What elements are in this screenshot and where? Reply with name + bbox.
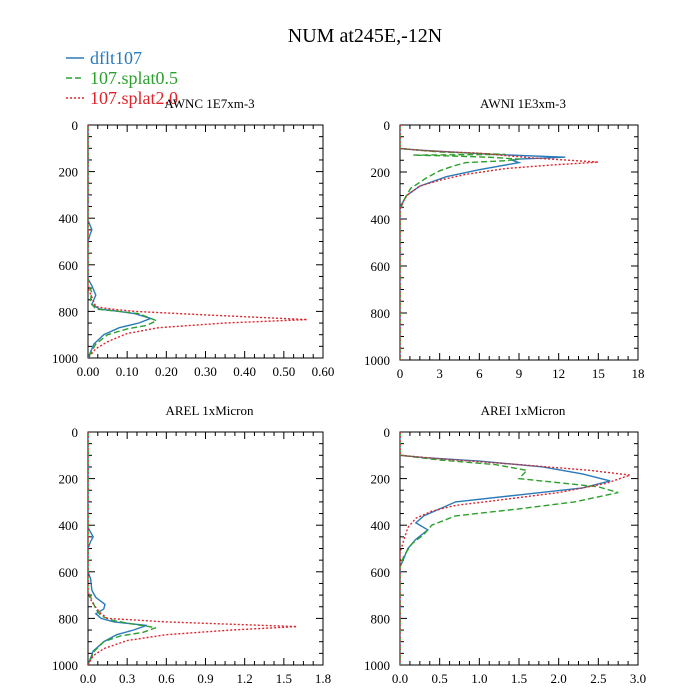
y-tick-label: 800 — [59, 304, 79, 319]
x-tick-label: 15 — [592, 366, 605, 381]
x-tick-label: 0.40 — [233, 364, 256, 379]
panel-frame — [87, 124, 324, 359]
x-tick-label: 1.8 — [315, 671, 331, 686]
x-tick-label: 2.0 — [551, 671, 567, 686]
x-tick-label: 0.50 — [272, 364, 295, 379]
x-tick-label: 1.5 — [276, 671, 292, 686]
y-tick-label: 400 — [371, 212, 391, 227]
y-tick-label: 400 — [371, 518, 391, 533]
panel-title: AWNI 1E3xm-3 — [480, 96, 566, 111]
x-tick-label: 0.6 — [158, 671, 175, 686]
panel-1: AWNI 1E3xm-3 0 3 6 9 12 15 18 0 200 400 600 800 1000 — [364, 96, 645, 381]
panel-frame — [399, 124, 639, 361]
y-tick-label: 0 — [384, 118, 391, 133]
y-tick-label: 600 — [371, 565, 391, 580]
figure-title: NUM at245E,-12N — [288, 25, 442, 47]
panel-3: AREI 1xMicron 0.0 0.5 1.0 1.5 2.0 2.5 3.0 0 200 40… — [364, 403, 646, 686]
series-line-1 — [400, 125, 520, 360]
series-line-1 — [400, 432, 619, 665]
series-line-0 — [400, 125, 566, 360]
y-tick-label: 800 — [371, 611, 391, 626]
series-line-2 — [400, 125, 599, 360]
y-tick-label: 200 — [371, 472, 391, 487]
series-line-2 — [88, 125, 308, 358]
x-tick-label: 3.0 — [630, 671, 646, 686]
y-tick-label: 400 — [59, 211, 79, 226]
y-tick-label: 600 — [371, 259, 391, 274]
x-tick-label: 0.0 — [80, 671, 96, 686]
y-tick-label: 1000 — [52, 351, 78, 366]
x-tick-label: 1.5 — [511, 671, 527, 686]
y-tick-label: 400 — [59, 518, 79, 533]
y-tick-label: 800 — [371, 306, 391, 321]
y-tick-label: 0 — [72, 118, 79, 133]
x-tick-label: 0.10 — [116, 364, 139, 379]
x-tick-label: 0 — [397, 366, 404, 381]
series-line-2 — [88, 432, 297, 665]
series-line-1 — [88, 125, 159, 358]
x-tick-label: 0.20 — [155, 364, 178, 379]
panel-title: AREL 1xMicron — [166, 403, 254, 418]
x-tick-label: 0.30 — [194, 364, 217, 379]
x-tick-label: 0.0 — [392, 671, 408, 686]
panel-2: AREL 1xMicron 0.0 0.3 0.6 0.9 1.2 1.5 1.8 0 200 40… — [52, 403, 331, 686]
panel-frame — [87, 431, 324, 666]
panel-title: AREI 1xMicron — [481, 403, 566, 418]
series-line-2 — [400, 432, 631, 665]
panel-0: AWNC 1E7xm-3 0.00 0.10 0.20 0.30 0.40 0.50 0.60… — [52, 96, 334, 379]
x-tick-label: 0.00 — [77, 364, 100, 379]
panel-frame — [399, 431, 639, 666]
series-line-0 — [88, 432, 148, 665]
y-tick-label: 0 — [384, 425, 391, 440]
x-tick-label: 3 — [436, 366, 443, 381]
x-tick-label: 0.3 — [119, 671, 135, 686]
y-tick-label: 0 — [72, 425, 79, 440]
x-tick-label: 6 — [476, 366, 483, 381]
x-tick-label: 2.5 — [590, 671, 606, 686]
y-tick-label: 600 — [59, 258, 79, 273]
legend-label-0: dflt107 — [90, 48, 142, 68]
series-line-0 — [88, 125, 153, 358]
x-tick-label: 0.9 — [197, 671, 213, 686]
series-line-1 — [88, 432, 157, 665]
x-tick-label: 0.5 — [432, 671, 448, 686]
x-tick-label: 1.0 — [471, 671, 487, 686]
y-tick-label: 800 — [59, 611, 79, 626]
panels: AWNC 1E7xm-30.00 0.10 0.20 0.30 0.40 0.50 0.60… — [52, 96, 646, 686]
panel-title: AWNC 1E7xm-3 — [164, 96, 254, 111]
legend-label-1: 107.splat0.5 — [90, 68, 178, 88]
x-tick-label: 18 — [632, 366, 645, 381]
x-tick-label: 12 — [552, 366, 565, 381]
y-tick-label: 200 — [59, 472, 79, 487]
y-tick-label: 200 — [59, 165, 79, 180]
legend-label-2: 107.splat2.0 — [90, 88, 178, 108]
y-tick-label: 1000 — [364, 353, 390, 368]
x-tick-label: 1.2 — [237, 671, 253, 686]
y-tick-label: 600 — [59, 565, 79, 580]
x-tick-label: 9 — [516, 366, 523, 381]
legend: dflt107 107.splat0.5 107.splat2.0 — [66, 48, 178, 108]
y-tick-label: 1000 — [364, 658, 390, 673]
x-tick-label: 0.60 — [312, 364, 335, 379]
y-tick-label: 1000 — [52, 658, 78, 673]
y-tick-label: 200 — [371, 165, 391, 180]
